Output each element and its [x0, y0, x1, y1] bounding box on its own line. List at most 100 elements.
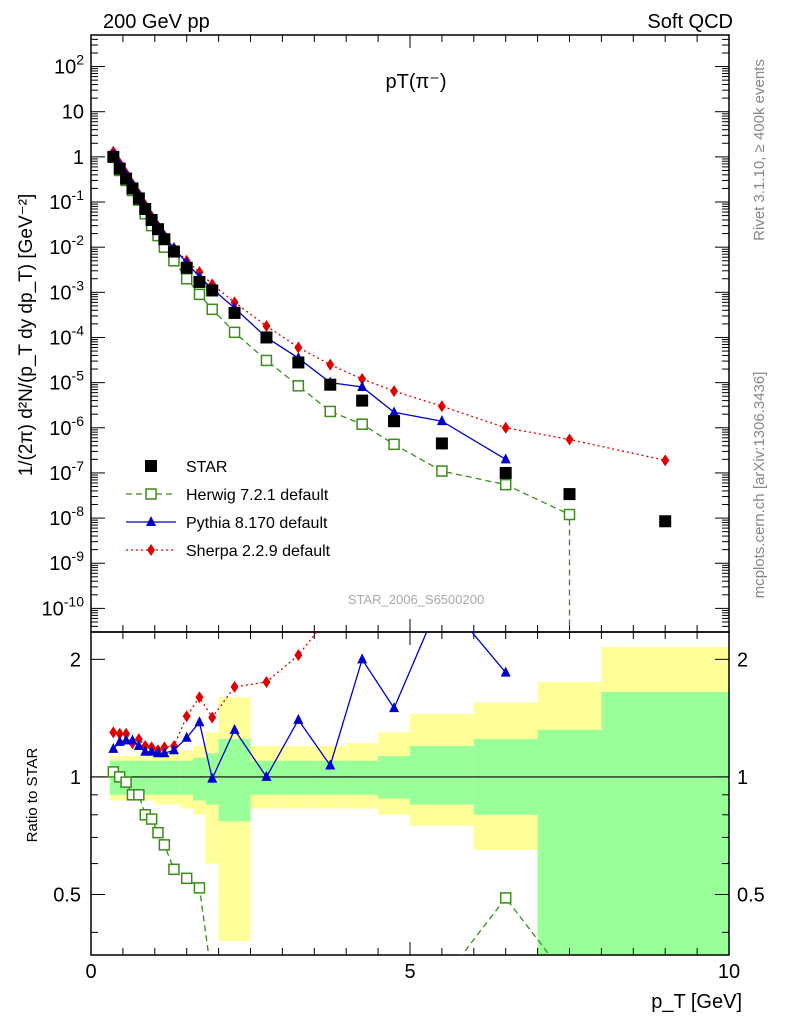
ratio-point	[121, 734, 132, 745]
band-inner	[601, 691, 729, 955]
band-inner	[129, 760, 136, 795]
ratio-point	[229, 723, 240, 734]
star-point	[145, 213, 158, 226]
ratio-point	[325, 759, 336, 770]
mc-point	[262, 319, 271, 332]
mc-point	[292, 380, 305, 392]
ratio-point	[389, 702, 400, 713]
star-point	[132, 192, 145, 205]
mc-point	[436, 415, 447, 426]
series-line-2	[112, 153, 507, 460]
band-inner	[142, 760, 149, 795]
ratio-point	[194, 716, 205, 727]
ratio-point	[181, 731, 192, 742]
band-inner	[193, 757, 206, 801]
ratio-point	[230, 680, 239, 693]
series-line-3	[112, 151, 666, 461]
star-point	[180, 261, 193, 274]
mc-point	[565, 433, 574, 446]
ratio-point	[357, 653, 368, 664]
star-point	[388, 415, 401, 428]
star-point	[120, 172, 133, 185]
mc-point	[324, 405, 336, 418]
y-tick-label: 102	[54, 52, 84, 79]
star-point	[139, 203, 152, 216]
main-plot: pT(π⁻) STAR_2006_S6500200 1/(2π) d²N/(p_…	[16, 34, 730, 633]
star-point	[499, 466, 512, 479]
band-inner	[346, 760, 379, 795]
mc-point	[206, 303, 218, 316]
ratio-point	[193, 882, 206, 894]
y-tick-label: 10-2	[49, 232, 84, 259]
star-point	[107, 150, 120, 163]
band-inner	[282, 760, 315, 795]
main-series	[107, 145, 672, 632]
star-point	[324, 378, 337, 391]
star-point	[113, 162, 126, 175]
ratio-point	[152, 826, 164, 839]
ratio-point	[499, 892, 512, 904]
x-tick-label: 0	[85, 961, 96, 983]
y-tick-label: 10	[62, 102, 84, 124]
y-tick-label: 10-7	[49, 458, 84, 485]
legend-marker	[145, 488, 157, 500]
band-inner	[135, 760, 143, 795]
uncertainty-bands	[110, 647, 729, 955]
ratio-point	[109, 726, 118, 739]
band-inner	[180, 760, 194, 795]
ratio-tick-label-left: 2	[70, 649, 81, 671]
mcplots-label: mcplots.cern.ch [arXiv:1306.3436]	[751, 372, 768, 599]
legend-label: Sherpa 2.2.9 default	[186, 543, 331, 560]
band-inner	[410, 746, 474, 805]
ratio-point	[182, 710, 191, 723]
mc-point	[437, 400, 446, 413]
mc-point	[358, 373, 367, 386]
mc-point	[390, 385, 399, 398]
header-right: Soft QCD	[647, 11, 733, 33]
ratio-point	[293, 713, 304, 724]
y-tick-label: 1	[73, 147, 84, 169]
star-point	[151, 223, 164, 236]
y-tick-label: 10-4	[49, 322, 84, 349]
ratio-point	[127, 734, 138, 745]
mc-point	[260, 354, 273, 367]
mc-point	[180, 272, 193, 285]
band-inner	[161, 760, 168, 795]
ratio-point	[134, 733, 143, 746]
rivet-version-label: Rivet 3.1.10, ≥ 400k events	[751, 59, 768, 241]
ratio-tick-label-right: 2	[737, 649, 748, 671]
legend-label: STAR	[186, 459, 227, 476]
mc-point	[436, 465, 448, 477]
mc-point	[563, 508, 576, 521]
ratio-y-axis-label: Ratio to STAR	[24, 747, 41, 842]
ratio-point	[158, 839, 171, 851]
ratio-plot: Ratio to STAR 0.5 0.5 1 1 2 2	[24, 631, 765, 956]
mc-point	[228, 326, 241, 339]
star-point	[193, 275, 206, 288]
legend: STAR Herwig 7.2.1 default Pythia 8.170 def…	[126, 459, 331, 560]
star-point	[260, 331, 273, 344]
ratio-point	[115, 727, 124, 740]
x-tick-label: 5	[404, 961, 415, 983]
ratio-point	[208, 711, 217, 724]
y-tick-label: 10-1	[49, 187, 84, 214]
star-point	[167, 245, 180, 258]
legend-label: Pythia 8.170 default	[186, 515, 328, 532]
ratio-point	[500, 666, 511, 677]
y-tick-label: 10-6	[49, 413, 84, 440]
star-point	[659, 515, 672, 528]
mc-point	[499, 478, 512, 491]
star-point	[206, 284, 219, 297]
star-point	[158, 233, 171, 246]
ratio-tick-label-right: 0.5	[737, 885, 765, 907]
y-tick-label: 10-3	[49, 277, 84, 304]
star-point	[356, 394, 369, 407]
ratio-tick-label-right: 1	[737, 767, 748, 789]
ratio-point	[207, 772, 218, 783]
ratio-point	[159, 747, 170, 758]
legend-marker	[146, 516, 156, 526]
ratio-tick-label-left: 1	[70, 767, 81, 789]
ratio-point	[168, 744, 179, 755]
band-inner	[218, 739, 251, 822]
